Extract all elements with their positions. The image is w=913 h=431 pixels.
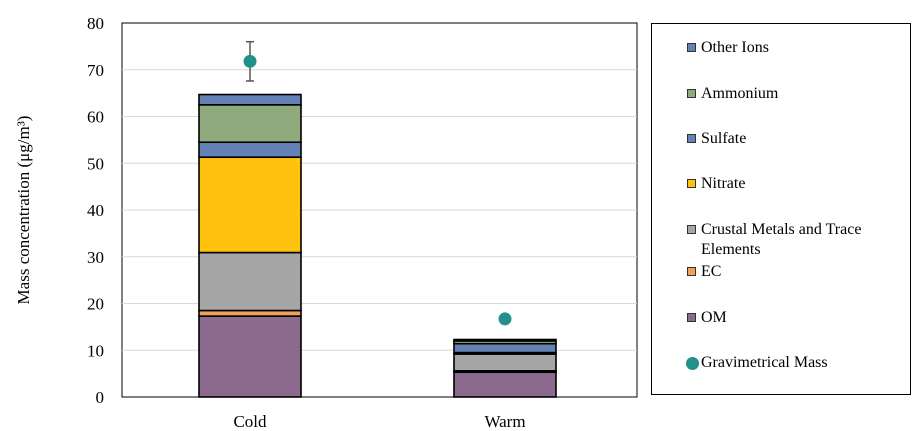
legend-label: Nitrate bbox=[701, 175, 746, 192]
x-tick-label-cold: Cold bbox=[233, 412, 267, 431]
y-tick-label: 20 bbox=[87, 295, 104, 314]
legend-swatch-icon bbox=[687, 179, 696, 188]
legend-label: Sulfate bbox=[701, 130, 747, 147]
y-tick-label: 40 bbox=[87, 201, 104, 220]
legend-swatch-icon bbox=[687, 43, 696, 52]
legend-label: Other Ions bbox=[701, 39, 769, 56]
legend-item-sulfate: Sulfate bbox=[687, 129, 908, 149]
bar-segment-sulfate-warm bbox=[453, 342, 557, 354]
gravimetric-points bbox=[243, 40, 512, 326]
y-tick-label: 10 bbox=[87, 341, 104, 360]
legend-label: OM bbox=[701, 309, 727, 326]
bar-segment-other-ions-warm bbox=[453, 338, 557, 342]
y-axis-label: Mass concentration (μg/m³) bbox=[14, 116, 33, 305]
bar-segment-sulfate-cold bbox=[198, 141, 302, 158]
legend-swatch-icon bbox=[687, 225, 696, 234]
gravimetric-point-warm bbox=[498, 312, 512, 326]
y-tick-label: 50 bbox=[87, 154, 104, 173]
bar-segment-crustal-metals-and-trace-elements-cold bbox=[198, 251, 302, 312]
legend-item-ec: EC bbox=[687, 262, 908, 282]
legend-swatch-icon bbox=[687, 267, 696, 276]
legend-item-ammonium: Ammonium bbox=[687, 84, 908, 104]
legend-item-other-ions: Other Ions bbox=[687, 38, 908, 58]
legend-marker-icon bbox=[686, 357, 699, 370]
y-tick-label: 80 bbox=[87, 14, 104, 33]
legend-swatch-icon bbox=[687, 313, 696, 322]
gravimetric-point-cold bbox=[243, 54, 257, 68]
legend-swatch-icon bbox=[687, 134, 696, 143]
legend-item-om: OM bbox=[687, 308, 908, 328]
y-tick-label: 0 bbox=[96, 388, 105, 407]
bars bbox=[198, 93, 557, 398]
bar-segment-om-warm bbox=[453, 371, 557, 398]
bar-segment-om-cold bbox=[198, 315, 302, 398]
legend-label: EC bbox=[701, 263, 722, 280]
legend-label: Crustal Metals and Trace Elements bbox=[701, 221, 862, 258]
legend-item-crustal-metals-and-trace-elements: Crustal Metals and Trace Elements bbox=[687, 220, 888, 260]
y-axis-ticks: 0 10 20 30 40 50 60 70 80 bbox=[87, 14, 104, 407]
bar-segment-ec-cold bbox=[198, 309, 302, 317]
legend-swatch-icon bbox=[687, 89, 696, 98]
bar-segment-nitrate-cold bbox=[198, 156, 302, 254]
bar-segment-other-ions-cold bbox=[198, 93, 302, 106]
legend-label: Ammonium bbox=[701, 85, 779, 102]
bar-segment-ammonium-cold bbox=[198, 104, 302, 144]
legend-item-gravimetrical-mass: Gravimetrical Mass bbox=[686, 353, 908, 373]
bar-segment-crustal-metals-and-trace-elements-warm bbox=[453, 353, 557, 372]
x-tick-label-warm: Warm bbox=[484, 412, 525, 431]
legend: Other Ions Ammonium Sulfate Nitrate Crustal … bbox=[651, 23, 911, 395]
legend-item-nitrate: Nitrate bbox=[687, 174, 908, 194]
legend-label: Gravimetrical Mass bbox=[701, 354, 828, 371]
y-tick-label: 60 bbox=[87, 108, 104, 127]
y-tick-label: 30 bbox=[87, 248, 104, 267]
y-tick-label: 70 bbox=[87, 61, 104, 80]
x-axis-ticks: Cold Warm bbox=[233, 412, 525, 431]
